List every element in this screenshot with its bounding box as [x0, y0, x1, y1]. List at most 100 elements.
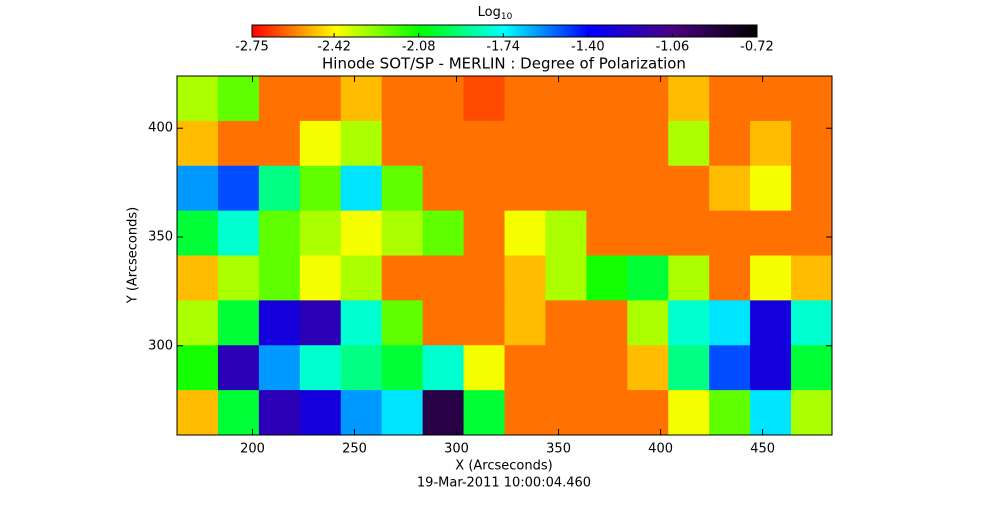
heat-cell	[668, 345, 710, 391]
heat-cell	[463, 76, 505, 122]
colorbar-tick-label: -0.72	[740, 40, 774, 55]
heat-cell	[545, 120, 587, 167]
x-tick-label: 350	[546, 442, 571, 457]
heat-cell	[627, 210, 669, 256]
heat-cell	[750, 76, 792, 122]
heat-cell	[504, 120, 546, 167]
heat-cell	[340, 76, 383, 122]
heat-cell	[627, 345, 669, 391]
heat-cell	[791, 300, 833, 346]
heat-cell	[381, 300, 424, 346]
colorbar-tick-label: -1.74	[486, 40, 520, 55]
heat-cell	[340, 210, 383, 256]
heat-cell	[422, 390, 465, 436]
heat-cell	[299, 345, 342, 391]
heat-cell	[791, 345, 833, 391]
heat-cell	[299, 120, 342, 167]
y-tick-label: 300	[148, 338, 173, 353]
colorbar-label-sub: 10	[501, 12, 513, 22]
heat-cell	[709, 165, 751, 212]
heat-cell	[463, 165, 505, 212]
heat-cell	[381, 390, 424, 436]
heat-cell	[668, 390, 710, 436]
heat-cell	[504, 210, 546, 256]
heat-cell	[750, 345, 792, 391]
heat-cell	[299, 300, 342, 346]
heat-cell	[750, 255, 792, 301]
heat-cell	[340, 390, 383, 436]
heat-cell	[177, 76, 219, 122]
heat-cell	[422, 76, 465, 122]
heat-cell	[668, 300, 710, 346]
heat-cell	[668, 255, 710, 301]
heat-cell	[545, 255, 587, 301]
heat-cell	[709, 76, 751, 122]
heat-cell	[258, 300, 301, 346]
heat-cell	[381, 76, 424, 122]
heat-cell	[750, 390, 792, 436]
x-tick-label: 300	[444, 442, 469, 457]
heat-cell	[750, 210, 792, 256]
heat-cell	[422, 255, 465, 301]
heat-cell	[545, 76, 587, 122]
heat-cell	[381, 255, 424, 301]
heat-cell	[258, 390, 301, 436]
heat-cell	[791, 255, 833, 301]
heat-cell	[217, 300, 260, 346]
heat-cell	[586, 300, 628, 346]
heat-cell	[791, 390, 833, 436]
heat-cell	[709, 300, 751, 346]
heat-cell	[709, 345, 751, 391]
heat-cell	[709, 210, 751, 256]
colorbar-tick-label: -2.75	[235, 40, 269, 55]
heat-cell	[627, 255, 669, 301]
heat-cell	[750, 120, 792, 167]
heat-cell	[299, 210, 342, 256]
heat-cell	[299, 390, 342, 436]
heat-cell	[299, 255, 342, 301]
heat-cell	[340, 300, 383, 346]
heat-cell	[791, 210, 833, 256]
heat-cell	[545, 165, 587, 212]
heat-cell	[422, 300, 465, 346]
colorbar-tick-label: -2.42	[317, 40, 351, 55]
heat-cell	[586, 390, 628, 436]
heat-cell	[709, 255, 751, 301]
heat-cell	[586, 255, 628, 301]
heat-cell	[340, 255, 383, 301]
heat-cell	[504, 390, 546, 436]
heat-cell	[177, 165, 219, 212]
heat-cell	[217, 345, 260, 391]
heat-cell	[750, 300, 792, 346]
heat-cell	[627, 120, 669, 167]
colorbar-label-main: Log	[478, 5, 501, 20]
heat-cell	[258, 255, 301, 301]
colorbar	[251, 24, 758, 38]
heat-cell	[177, 390, 219, 436]
heat-cell	[504, 345, 546, 391]
heat-cell	[422, 165, 465, 212]
heat-cell	[217, 120, 260, 167]
heat-cell	[463, 210, 505, 256]
heat-cell	[258, 120, 301, 167]
heat-cell	[381, 210, 424, 256]
heat-cell	[504, 165, 546, 212]
heat-cell	[463, 390, 505, 436]
heat-cell	[258, 165, 301, 212]
heat-cell	[340, 345, 383, 391]
heat-cell	[422, 210, 465, 256]
y-tick-label: 400	[148, 121, 173, 136]
heat-cell	[463, 345, 505, 391]
heat-cell	[299, 165, 342, 212]
heat-cell	[463, 120, 505, 167]
heat-cell	[668, 120, 710, 167]
heat-cell	[217, 165, 260, 212]
plot-frame	[176, 75, 833, 436]
heat-cell	[504, 76, 546, 122]
heat-cell	[177, 210, 219, 256]
heat-cell	[463, 300, 505, 346]
heat-cell	[586, 120, 628, 167]
heat-cell	[340, 165, 383, 212]
heat-cell	[627, 76, 669, 122]
heat-cell	[504, 300, 546, 346]
